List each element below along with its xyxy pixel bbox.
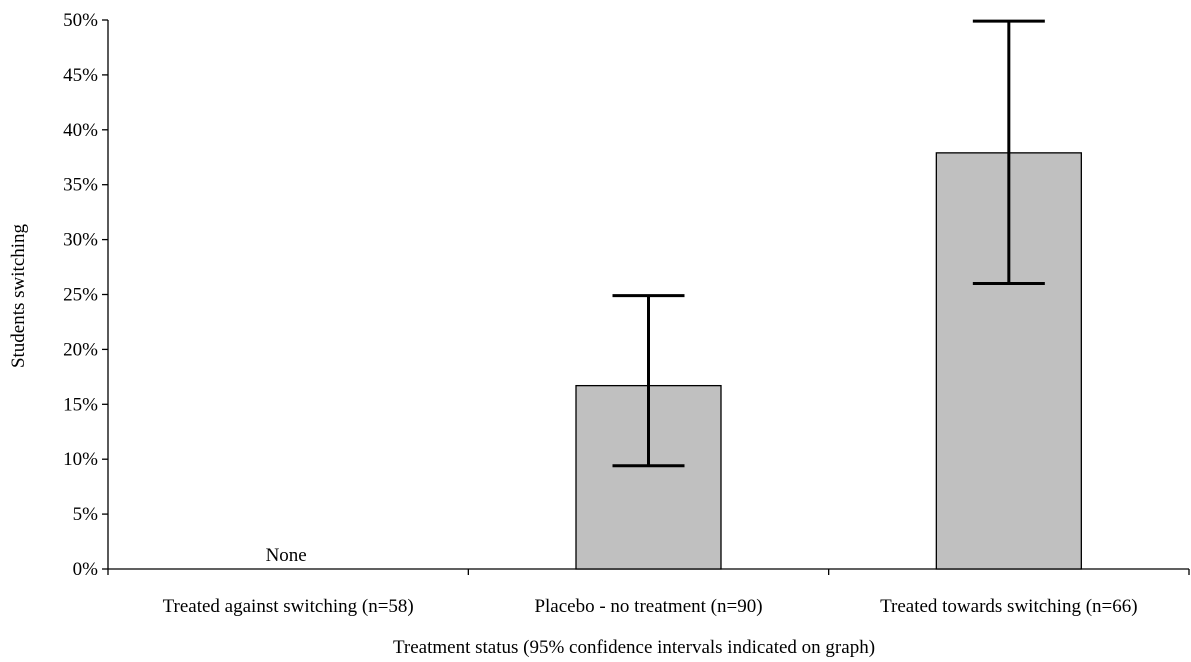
x-axis-title: Treatment status (95% confidence interva… <box>393 637 875 658</box>
y-tick-label: 35% <box>63 175 98 196</box>
y-axis-title: Students switching <box>8 223 29 368</box>
category-label: Treated against switching (n=58) <box>163 596 414 617</box>
category-labels: Treated against switching (n=58) Placebo … <box>163 545 1138 617</box>
y-tick-label: 45% <box>63 65 98 86</box>
category-label: Treated towards switching (n=66) <box>880 596 1138 617</box>
error-bars <box>612 19 1045 468</box>
y-tick-label: 5% <box>73 504 99 525</box>
y-tick-label: 30% <box>63 230 98 251</box>
y-tick-label: 20% <box>63 339 98 360</box>
y-tick-label: 40% <box>63 120 98 141</box>
y-tick-label: 0% <box>73 559 99 580</box>
category-label: Placebo - no treatment (n=90) <box>534 596 762 617</box>
y-tick-label: 50% <box>63 10 98 31</box>
y-tick-label: 10% <box>63 449 98 470</box>
bars <box>575 152 1082 570</box>
bar-annotation: None <box>266 545 307 566</box>
x-axis <box>107 568 1190 575</box>
y-axis: 0% 5% 10% 15% 20% 25% 30% 35% 40% 45% 50% <box>63 10 109 580</box>
y-tick-label: 15% <box>63 394 98 415</box>
y-tick-label: 25% <box>63 285 98 306</box>
